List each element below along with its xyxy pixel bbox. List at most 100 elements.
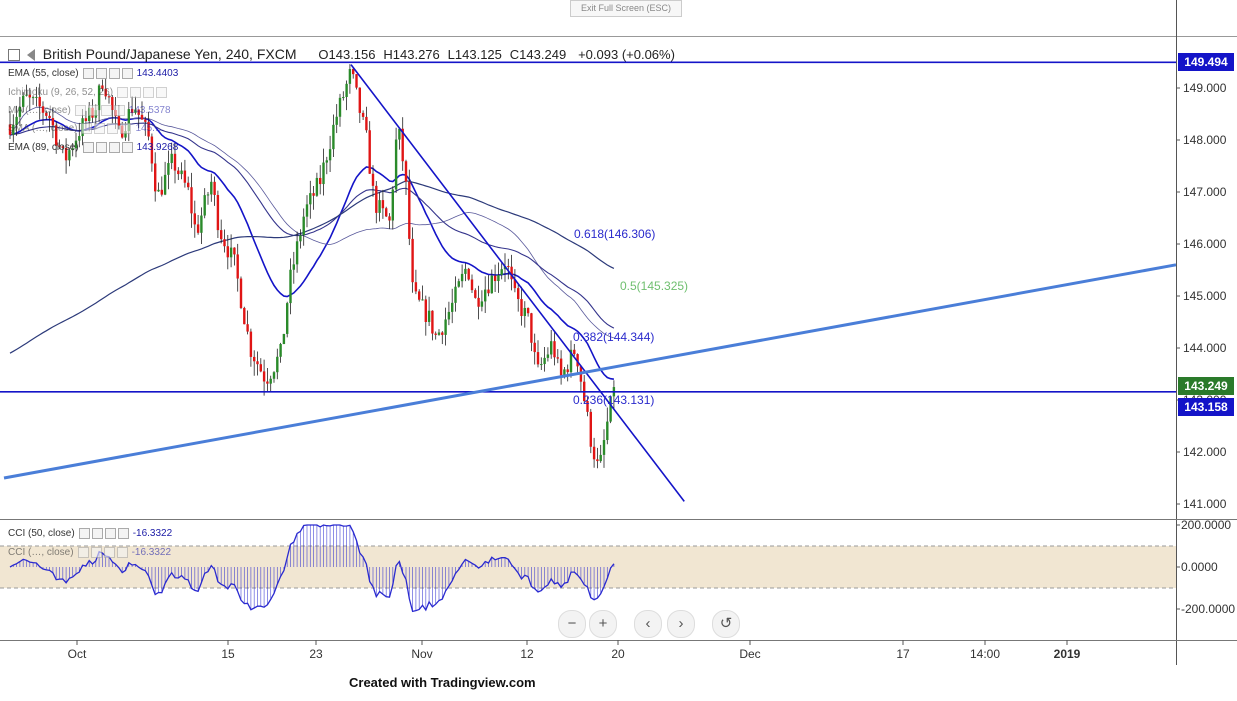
candle-body [550, 341, 553, 355]
candle-body [78, 136, 81, 141]
legend-ichimoku[interactable]: Ichimoku (9, 26, 52, 26) [8, 87, 171, 98]
candle-body [540, 364, 543, 366]
candle-body [154, 163, 157, 192]
candle-body [493, 275, 497, 282]
chart-header: British Pound/Japanese Yen, 240, FXCM O1… [8, 46, 675, 62]
candle-body [170, 153, 173, 164]
candle-body [236, 254, 239, 279]
candle-body [480, 301, 484, 307]
candle-body [187, 182, 190, 188]
fib-level-label: 0.236(143.131) [573, 393, 654, 407]
candle-body [276, 356, 279, 373]
candle-body [104, 88, 107, 97]
symbol-flag-icon [26, 49, 35, 62]
candle-body [196, 224, 200, 233]
candle-body [144, 119, 147, 122]
candle-body [385, 208, 388, 217]
candle-body [394, 139, 398, 190]
fib-level-label: 0.5(145.325) [620, 279, 688, 293]
indicator-controls-icon[interactable] [81, 123, 132, 134]
candle-body [167, 163, 170, 175]
legend-cci-2[interactable]: CCI (…, close) -16.3322 [8, 547, 172, 558]
scroll-right-button[interactable]: › [667, 610, 695, 638]
candle-body [259, 364, 262, 372]
candle-body [18, 106, 22, 117]
candle-body [210, 181, 213, 195]
indicator-controls-icon[interactable] [82, 68, 133, 79]
cci-tick-label: 200.0000 [1181, 518, 1231, 532]
zoom-in-button[interactable]: + [589, 610, 617, 638]
candle-body [266, 381, 269, 384]
candle-body [160, 189, 163, 195]
candle-body [157, 189, 160, 192]
trendline-downtrend [350, 64, 685, 502]
cci-pane [0, 524, 1176, 613]
y-tick-label: 142.000 [1183, 445, 1227, 459]
ema-long-line [9, 180, 615, 354]
cci-band [0, 546, 1176, 588]
candle-body [447, 311, 451, 320]
candle-body [414, 282, 418, 292]
candle-body [31, 97, 35, 99]
x-tick-label: 20 [611, 647, 625, 661]
candle-body [74, 140, 78, 149]
indicator-controls-icon[interactable] [82, 142, 133, 153]
indicator-controls-icon[interactable] [77, 547, 128, 558]
candle-body [292, 264, 295, 270]
scroll-left-button[interactable]: ‹ [634, 610, 662, 638]
indicator-controls-icon[interactable] [78, 528, 129, 539]
legend-ema55[interactable]: EMA (55, close) 143.4403 [8, 68, 179, 79]
symbol-title[interactable]: British Pound/Japanese Yen, 240, FXCM [42, 46, 297, 62]
candle-body [51, 118, 55, 126]
candle-body [203, 195, 206, 216]
x-tick-label: 17 [896, 647, 910, 661]
candle-body [507, 266, 510, 268]
candle-body [348, 69, 352, 84]
candle-body [35, 96, 38, 98]
candle-body [454, 286, 457, 303]
candle-body [609, 396, 612, 422]
candle-body [599, 454, 602, 462]
cci-tick-label: 0.0000 [1181, 560, 1218, 574]
legend-ema89[interactable]: EMA (89, close) 143.9268 [8, 142, 179, 153]
legend-ma[interactable]: MA (…, close) 143.5378 [8, 105, 171, 116]
y-tick-label: 147.000 [1183, 185, 1227, 199]
y-tick-label: 144.000 [1183, 341, 1227, 355]
candle-body [64, 147, 68, 161]
candle-body [233, 247, 236, 255]
legend-sma[interactable]: SMA (…, close) 145.… [8, 123, 165, 134]
candle-body [41, 106, 45, 113]
ohlc-change: +0.093 (+0.06%) [578, 47, 675, 62]
candle-body [328, 149, 332, 161]
candle-body [48, 115, 51, 119]
exit-fullscreen-button[interactable]: Exit Full Screen (ESC) [570, 0, 682, 17]
candle-body [477, 297, 480, 307]
candle-body [183, 170, 187, 183]
candle-body [12, 124, 15, 135]
x-tick-label: 14:00 [970, 647, 1000, 661]
indicator-controls-icon[interactable] [74, 105, 125, 116]
candle-body [553, 341, 556, 358]
candle-body [573, 349, 576, 355]
legend-cci[interactable]: CCI (50, close) -16.3322 [8, 528, 173, 539]
indicator-controls-icon[interactable] [117, 87, 168, 98]
candle-body [315, 177, 319, 196]
candle-body [606, 421, 609, 441]
candle-body [124, 131, 127, 138]
candle-body [401, 128, 404, 162]
axes: 141.000142.000143.000144.000145.000146.0… [0, 0, 1237, 665]
zoom-out-button[interactable]: − [558, 610, 586, 638]
candle-body [134, 109, 137, 113]
candle-body [97, 85, 101, 111]
candle-body [418, 291, 421, 300]
candle-body [111, 96, 114, 110]
reset-chart-button[interactable]: ↺ [712, 610, 740, 638]
candle-body [229, 247, 233, 258]
collapse-icon[interactable] [8, 49, 20, 62]
candle-body [107, 96, 111, 98]
candle-body [282, 333, 286, 345]
candle-body [513, 279, 517, 289]
price-tag-high: 149.494 [1178, 53, 1234, 71]
trendline-uptrend [3, 263, 1177, 480]
candle-body [470, 279, 474, 291]
